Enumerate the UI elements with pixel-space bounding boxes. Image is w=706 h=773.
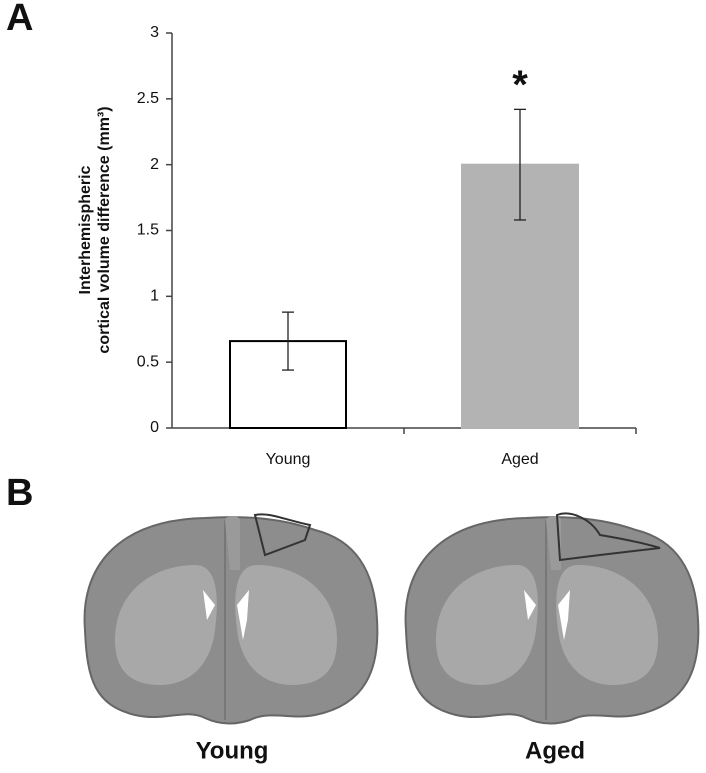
y-axis-label: Interhemispheric xyxy=(77,165,94,294)
y-tick-label: 0.5 xyxy=(137,353,159,370)
image-label: Young xyxy=(196,737,269,764)
brain-image xyxy=(83,515,379,725)
y-tick-label: 0 xyxy=(150,419,159,436)
bar xyxy=(229,340,347,430)
x-tick-label: Young xyxy=(266,451,311,468)
y-tick-label: 2.5 xyxy=(137,90,159,107)
lesion-outline xyxy=(253,513,312,557)
x-tick-label: Aged xyxy=(501,451,538,468)
significance-marker: * xyxy=(512,63,528,107)
panel-label: A xyxy=(6,0,33,39)
y-tick-label: 3 xyxy=(150,24,159,41)
image-label: Aged xyxy=(525,737,585,764)
y-tick-label: 1.5 xyxy=(137,222,159,239)
y-tick-label: 1 xyxy=(150,288,159,305)
y-axis-label: cortical volume difference (mm³) xyxy=(96,106,113,353)
lesion-outline xyxy=(555,512,661,562)
panel-label: B xyxy=(6,472,33,514)
y-tick-label: 2 xyxy=(150,156,159,173)
